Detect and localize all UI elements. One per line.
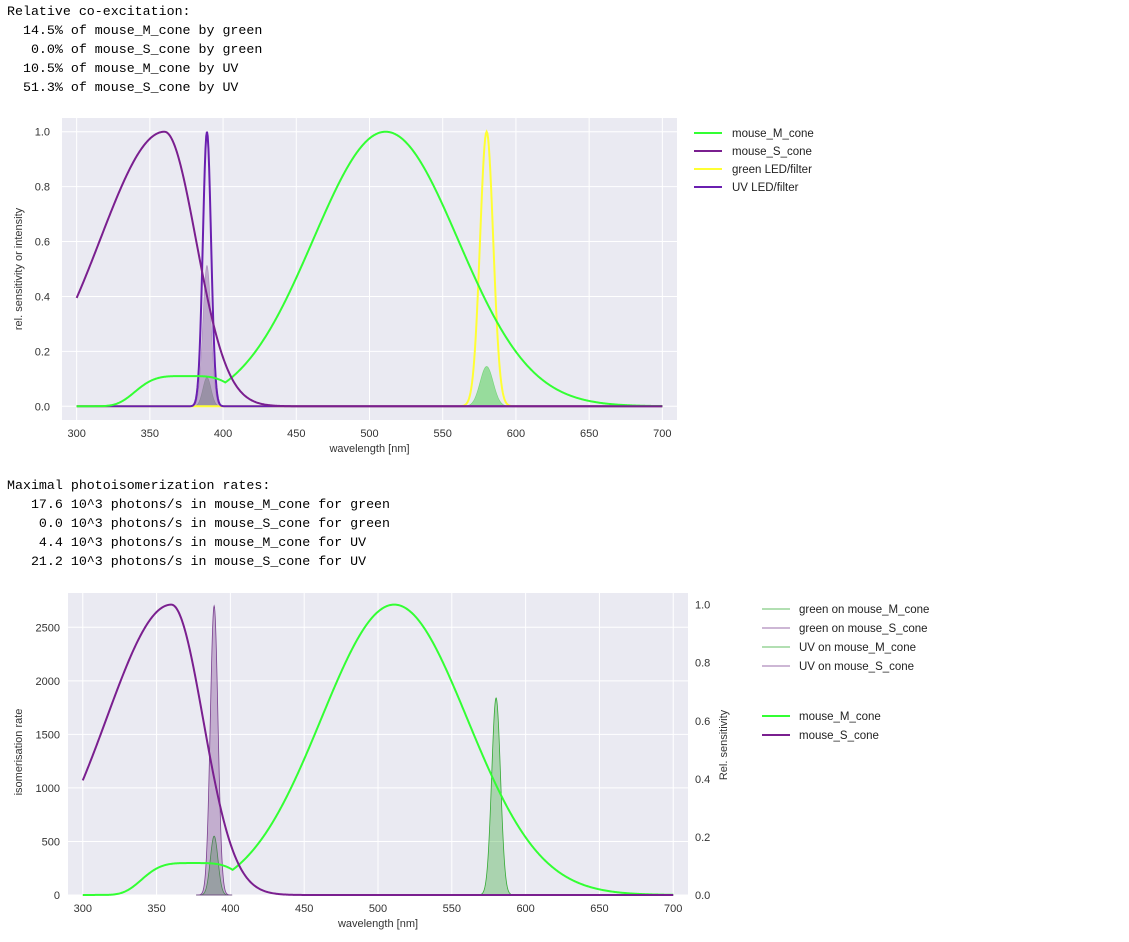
- x-tick-label: 600: [507, 428, 525, 440]
- x-tick-label: 350: [147, 903, 165, 915]
- series-line: [81, 603, 674, 896]
- legend-label: green on mouse_S_cone: [799, 623, 928, 635]
- y-tick-label: 0.4: [35, 291, 50, 303]
- x-tick-label: 300: [67, 428, 85, 440]
- output-line: 14.5% of mouse_M_cone by green: [7, 23, 263, 38]
- output-line: 4.4 10^3 photons/s in mouse_M_cone for U…: [7, 535, 367, 550]
- legend-label: mouse_M_cone: [799, 711, 881, 723]
- y-tick-label: 0.8: [35, 182, 50, 194]
- x-tick-label: 300: [74, 903, 92, 915]
- x-tick-label: 550: [434, 428, 452, 440]
- series-line: [76, 130, 663, 408]
- output-header: Maximal photoisomerization rates:: [7, 478, 271, 493]
- y-tick-label: 1.0: [35, 127, 50, 139]
- series-line: [82, 603, 674, 896]
- x-tick-label: 400: [214, 428, 232, 440]
- x-tick-label: 450: [295, 903, 313, 915]
- isomerisation-fill: [477, 697, 515, 896]
- legend-label: green on mouse_M_cone: [799, 604, 929, 616]
- x-tick-label: 550: [443, 903, 461, 915]
- y-tick-label: 2500: [36, 622, 60, 634]
- y-right-tick-label: 0.0: [695, 890, 710, 902]
- output-line: 51.3% of mouse_S_cone by UV: [7, 80, 239, 95]
- isomerization-output: Maximal photoisomerization rates: 17.6 1…: [7, 476, 390, 571]
- y-tick-label: 0.6: [35, 237, 50, 249]
- legend-label: UV LED/filter: [732, 182, 799, 194]
- x-tick-label: 500: [360, 428, 378, 440]
- y-tick-label: 0: [54, 890, 60, 902]
- x-tick-label: 600: [516, 903, 534, 915]
- isomerisation-fill: [196, 604, 233, 896]
- output-line: 17.6 10^3 photons/s in mouse_M_cone for …: [7, 497, 391, 512]
- y-axis-label: isomerisation rate: [13, 709, 25, 796]
- isomerisation-fill: [196, 835, 232, 896]
- legend-label: UV on mouse_S_cone: [799, 661, 914, 673]
- y-tick-label: 500: [42, 836, 60, 848]
- y-axis-label: rel. sensitivity or intensity: [13, 207, 25, 330]
- x-tick-label: 700: [664, 903, 682, 915]
- output-header: Relative co-excitation:: [7, 4, 191, 19]
- sensitivity-chart: 300 350 400 450 500 550 600 650 700 0.0 0.2 0.4 0.6 0…: [13, 118, 814, 455]
- y-right-tick-label: 0.8: [695, 658, 710, 670]
- output-line: 10.5% of mouse_M_cone by UV: [7, 61, 239, 76]
- x-tick-label: 400: [221, 903, 239, 915]
- output-line: 21.2 10^3 photons/s in mouse_S_cone for …: [7, 554, 367, 569]
- legend-label: mouse_S_cone: [732, 146, 812, 158]
- overlap-fill: [465, 366, 508, 407]
- x-axis-label: wavelength [nm]: [328, 443, 409, 455]
- x-axis-label: wavelength [nm]: [337, 918, 418, 930]
- legend-label: mouse_M_cone: [732, 128, 814, 140]
- y-tick-label: 1500: [36, 729, 60, 741]
- y-right-tick-label: 0.6: [695, 716, 710, 728]
- x-tick-label: 450: [287, 428, 305, 440]
- co-excitation-output: Relative co-excitation: 14.5% of mouse_M…: [7, 2, 262, 97]
- x-tick-label: 650: [580, 428, 598, 440]
- y-right-tick-label: 0.2: [695, 832, 710, 844]
- y-tick-label: 1000: [36, 783, 60, 795]
- y-right-tick-label: 0.4: [695, 774, 710, 786]
- series-line: [75, 130, 663, 408]
- x-tick-label: 500: [369, 903, 387, 915]
- y-right-tick-label: 1.0: [695, 600, 710, 612]
- output-line: 0.0 10^3 photons/s in mouse_S_cone for g…: [7, 516, 391, 531]
- legend-label: mouse_S_cone: [799, 730, 879, 742]
- y-right-axis-label: Rel. sensitivity: [718, 709, 730, 780]
- output-line: 0.0% of mouse_S_cone by green: [7, 42, 263, 57]
- legend-label: UV on mouse_M_cone: [799, 642, 916, 654]
- y-tick-label: 0.2: [35, 346, 50, 358]
- y-tick-label: 2000: [36, 676, 60, 688]
- y-tick-label: 0.0: [35, 401, 50, 413]
- legend-label: green LED/filter: [732, 164, 812, 176]
- x-tick-label: 700: [653, 428, 671, 440]
- x-tick-label: 650: [590, 903, 608, 915]
- x-tick-label: 350: [141, 428, 159, 440]
